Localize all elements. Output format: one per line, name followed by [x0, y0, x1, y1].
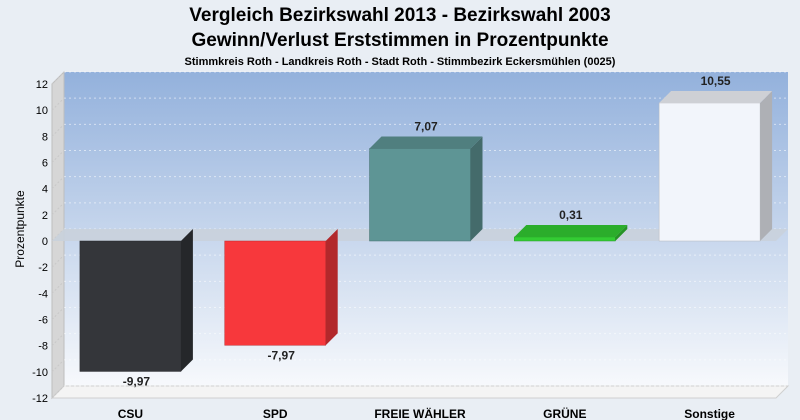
x-tick-label: CSU: [118, 407, 143, 420]
y-tick-label: 0: [42, 236, 48, 248]
bar-freie-wähler: [369, 136, 483, 242]
bar-value-label: -7,97: [268, 348, 296, 362]
chart-title-line-2: Gewinn/Verlust Erststimmen in Prozentpun…: [191, 30, 609, 51]
bar-value-label: -9,97: [123, 374, 151, 388]
bar-value-label: 0,31: [559, 208, 583, 222]
gridline-side: [51, 307, 65, 320]
bar-value-label: 7,07: [414, 120, 438, 134]
y-tick-label: -10: [32, 367, 48, 379]
y-tick-label: 10: [36, 105, 48, 117]
y-tick-label: 2: [42, 210, 48, 222]
gridline-side: [51, 71, 65, 85]
gridline-side: [51, 280, 65, 294]
y-tick-label: -12: [32, 393, 48, 405]
chart-subtitle: Stimmkreis Roth - Landkreis Roth - Stadt…: [184, 56, 616, 68]
x-tick-label: FREIE WÄHLER: [374, 406, 466, 420]
bar-sonstige: [658, 90, 773, 242]
title-block: Vergleich Bezirkswahl 2013 - Bezirkswahl…: [0, 0, 800, 68]
gridline-side: [51, 254, 65, 268]
y-tick-label: 6: [42, 158, 48, 170]
y-tick-label: 12: [36, 79, 48, 91]
gridline-side: [51, 359, 65, 373]
bar-spd: [224, 229, 338, 346]
y-tick-label: 8: [42, 131, 48, 143]
y-tick-label: 4: [42, 184, 48, 196]
x-tick-label: Sonstige: [684, 407, 735, 420]
gridline-side: [51, 202, 65, 216]
y-tick-label: -6: [38, 315, 48, 327]
bar-value-label: 10,55: [701, 74, 731, 88]
gridline-side: [51, 176, 65, 190]
x-tick-label: SPD: [263, 407, 288, 420]
y-tick-label: -2: [38, 262, 48, 274]
y-tick-label: -4: [38, 288, 48, 300]
floor: [50, 385, 790, 399]
gridline-side: [51, 123, 65, 137]
gridline-side: [51, 150, 65, 163]
bar-grüne: [514, 224, 628, 242]
x-tick-label: GRÜNE: [543, 406, 586, 420]
gridline-side: [51, 385, 65, 399]
bar-csu: [79, 229, 193, 372]
gridline-side: [51, 333, 65, 347]
chart-title-line-1: Vergleich Bezirkswahl 2013 - Bezirkswahl…: [189, 5, 611, 26]
gridline-side: [51, 97, 65, 111]
y-tick-label: -8: [38, 341, 48, 353]
